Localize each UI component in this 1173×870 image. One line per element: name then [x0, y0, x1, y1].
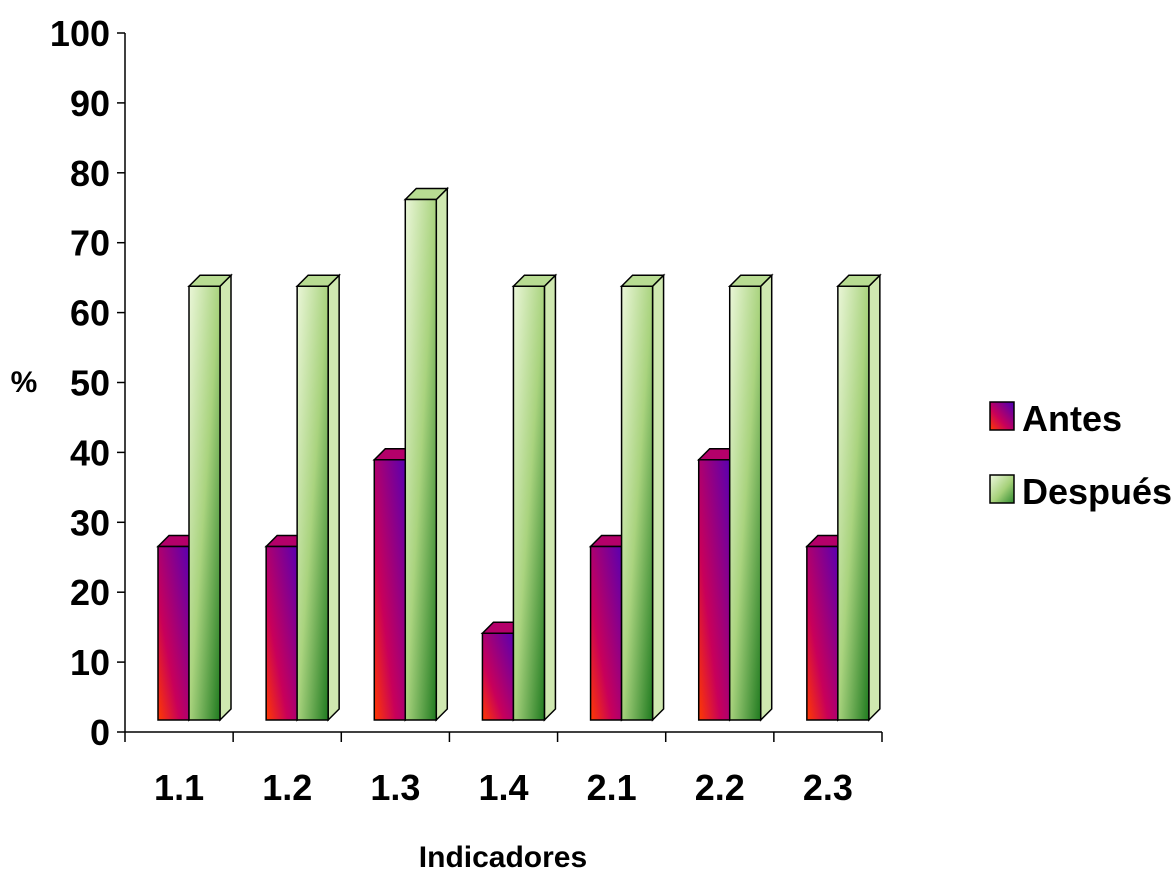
bar-front — [620, 285, 654, 721]
y-tick-label: 90 — [70, 83, 110, 124]
bar-despues-2-3 — [836, 273, 882, 722]
x-tick-label: 1.3 — [370, 767, 420, 808]
x-tick-label: 1.4 — [478, 767, 528, 808]
legend-label-despues: Después — [1022, 471, 1172, 512]
x-tick-label: 1.2 — [262, 767, 312, 808]
bar-front — [296, 285, 329, 721]
bar-side — [543, 273, 557, 722]
bar-side — [435, 186, 449, 722]
bar-despues-1-3 — [403, 186, 450, 722]
bar-side — [219, 273, 232, 722]
y-ticks: 0 10 20 30 40 50 60 70 80 90 100 — [50, 13, 125, 753]
x-ticks: 1.1 1.2 1.3 1.4 2.1 2.2 2.3 — [124, 732, 883, 808]
x-tick-label: 2.1 — [587, 767, 637, 808]
bar-front — [157, 545, 190, 721]
bar-side — [868, 273, 881, 722]
bar-front — [265, 545, 298, 721]
legend-label-antes: Antes — [1022, 398, 1122, 439]
bar-despues-1-4 — [511, 273, 558, 722]
x-tick-label: 2.2 — [695, 767, 745, 808]
bar-front — [837, 285, 870, 721]
plot-area — [156, 186, 882, 722]
y-tick-label: 100 — [50, 13, 110, 54]
y-tick-label: 80 — [70, 153, 110, 194]
bar-despues-2-2 — [727, 273, 774, 722]
bar-front — [697, 459, 731, 721]
bar-front — [512, 285, 546, 721]
bar-despues-1-2 — [295, 273, 341, 722]
y-tick-label: 20 — [70, 572, 110, 613]
bar-side — [651, 273, 665, 722]
bar-front — [373, 459, 407, 721]
bar-side — [759, 273, 773, 722]
x-axis-title: Indicadores — [419, 841, 587, 870]
bar-front — [806, 545, 839, 721]
bar-despues-2-1 — [619, 273, 666, 722]
x-tick-label: 2.3 — [803, 767, 853, 808]
y-tick-label: 30 — [70, 502, 110, 543]
bar-side — [327, 273, 340, 722]
legend: Antes Después — [989, 398, 1172, 512]
x-tick-label: 1.1 — [154, 767, 204, 808]
y-tick-label: 10 — [70, 642, 110, 683]
y-tick-label: 70 — [70, 223, 110, 264]
bar-front — [404, 198, 438, 721]
y-tick-label: 60 — [70, 293, 110, 334]
y-axis-title: % — [11, 366, 38, 399]
y-tick-label: 50 — [70, 363, 110, 404]
bar-front — [481, 632, 515, 721]
legend-swatch-antes — [989, 401, 1015, 431]
legend-swatch-despues — [989, 474, 1015, 504]
bar-despues-1-1 — [187, 273, 233, 722]
bar-front — [188, 285, 221, 721]
bar-front — [589, 545, 623, 721]
y-tick-label: 0 — [90, 712, 110, 753]
y-tick-label: 40 — [70, 432, 110, 473]
bar-front — [728, 285, 762, 721]
